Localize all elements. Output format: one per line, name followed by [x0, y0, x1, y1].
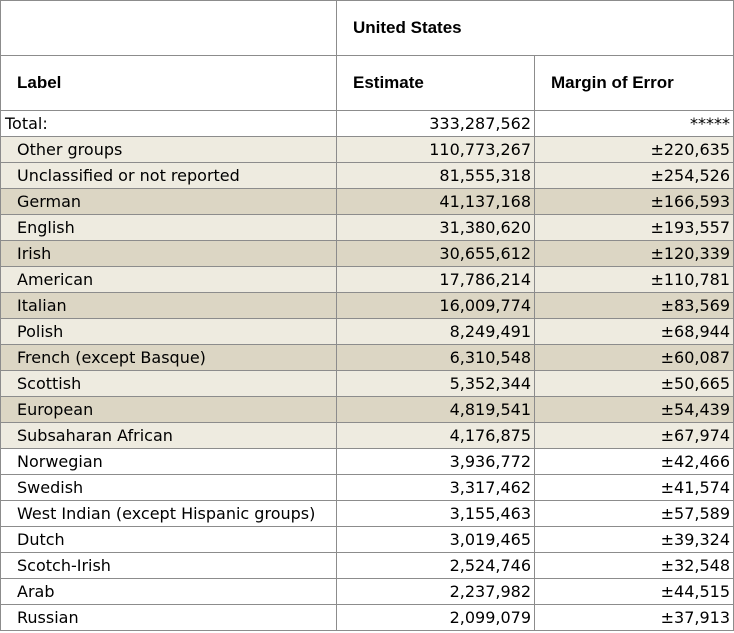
row-estimate: 3,019,465	[336, 526, 535, 553]
row-margin-of-error: ±42,466	[533, 448, 734, 475]
table-row: West Indian (except Hispanic groups) 3,15…	[0, 500, 734, 527]
row-estimate: 2,237,982	[336, 578, 535, 605]
table-row: Arab 2,237,982 ±44,515	[0, 578, 734, 605]
row-label: Dutch	[0, 526, 337, 553]
row-margin-of-error: ±193,557	[533, 214, 734, 241]
row-margin-of-error: ±83,569	[533, 292, 734, 319]
table-row: Unclassified or not reported 81,555,318 ±2…	[0, 162, 734, 189]
row-margin-of-error: ±39,324	[533, 526, 734, 553]
row-label: French (except Basque)	[0, 344, 337, 371]
table-row: Subsaharan African 4,176,875 ±67,974	[0, 422, 734, 449]
row-label: Swedish	[0, 474, 337, 501]
row-margin-of-error: ±120,339	[533, 240, 734, 267]
row-estimate: 16,009,774	[336, 292, 535, 319]
geography-header: United States	[335, 0, 734, 56]
row-label: English	[0, 214, 337, 241]
row-label: Subsaharan African	[0, 422, 337, 449]
row-estimate: 4,176,875	[336, 422, 535, 449]
row-estimate: 3,936,772	[336, 448, 535, 475]
header-blank-cell	[0, 0, 337, 56]
row-margin-of-error: ±32,548	[533, 552, 734, 579]
table-row: Italian 16,009,774 ±83,569	[0, 292, 734, 319]
table-row: German 41,137,168 ±166,593	[0, 188, 734, 215]
table-row: Russian 2,099,079 ±37,913	[0, 604, 734, 631]
table-row: Other groups 110,773,267 ±220,635	[0, 136, 734, 163]
row-margin-of-error: ±50,665	[533, 370, 734, 397]
row-margin-of-error: ±44,515	[533, 578, 734, 605]
table-row: Scotch-Irish 2,524,746 ±32,548	[0, 552, 734, 579]
row-estimate: 333,287,562	[336, 110, 535, 137]
geography-header-row: United States	[0, 0, 734, 56]
estimate-column-header: Estimate	[336, 55, 535, 111]
row-estimate: 3,155,463	[336, 500, 535, 527]
row-label: West Indian (except Hispanic groups)	[0, 500, 337, 527]
row-label: Other groups	[0, 136, 337, 163]
row-margin-of-error: ±67,974	[533, 422, 734, 449]
table-row: Irish 30,655,612 ±120,339	[0, 240, 734, 267]
row-label: Total:	[0, 110, 337, 137]
row-margin-of-error: ±54,439	[533, 396, 734, 423]
row-label: German	[0, 188, 337, 215]
row-estimate: 2,099,079	[336, 604, 535, 631]
row-margin-of-error: ±110,781	[533, 266, 734, 293]
row-label: Polish	[0, 318, 337, 345]
table-row: American 17,786,214 ±110,781	[0, 266, 734, 293]
row-label: Norwegian	[0, 448, 337, 475]
row-estimate: 17,786,214	[336, 266, 535, 293]
row-estimate: 2,524,746	[336, 552, 535, 579]
row-estimate: 41,137,168	[336, 188, 535, 215]
row-margin-of-error: ±254,526	[533, 162, 734, 189]
row-margin-of-error: ±37,913	[533, 604, 734, 631]
row-label: Italian	[0, 292, 337, 319]
row-label: European	[0, 396, 337, 423]
table-row: Dutch 3,019,465 ±39,324	[0, 526, 734, 553]
row-label: Scottish	[0, 370, 337, 397]
row-estimate: 6,310,548	[336, 344, 535, 371]
row-label: Unclassified or not reported	[0, 162, 337, 189]
row-estimate: 81,555,318	[336, 162, 535, 189]
table-row: Norwegian 3,936,772 ±42,466	[0, 448, 734, 475]
row-label: Irish	[0, 240, 337, 267]
table-row: English 31,380,620 ±193,557	[0, 214, 734, 241]
row-margin-of-error: *****	[533, 110, 734, 137]
row-estimate: 30,655,612	[336, 240, 535, 267]
row-estimate: 110,773,267	[336, 136, 535, 163]
table-row: Swedish 3,317,462 ±41,574	[0, 474, 734, 501]
row-margin-of-error: ±60,087	[533, 344, 734, 371]
row-estimate: 3,317,462	[336, 474, 535, 501]
row-margin-of-error: ±68,944	[533, 318, 734, 345]
row-margin-of-error: ±220,635	[533, 136, 734, 163]
row-estimate: 5,352,344	[336, 370, 535, 397]
row-estimate: 8,249,491	[336, 318, 535, 345]
row-label: Scotch-Irish	[0, 552, 337, 579]
row-label: American	[0, 266, 337, 293]
label-column-header: Label	[0, 55, 337, 111]
row-label: Arab	[0, 578, 337, 605]
row-margin-of-error: ±166,593	[533, 188, 734, 215]
table-row: Scottish 5,352,344 ±50,665	[0, 370, 734, 397]
table-row: European 4,819,541 ±54,439	[0, 396, 734, 423]
row-margin-of-error: ±57,589	[533, 500, 734, 527]
row-margin-of-error: ±41,574	[533, 474, 734, 501]
table-row: French (except Basque) 6,310,548 ±60,087	[0, 344, 734, 371]
margin-of-error-column-header: Margin of Error	[533, 55, 734, 111]
row-estimate: 4,819,541	[336, 396, 535, 423]
row-label: Russian	[0, 604, 337, 631]
table-row: Polish 8,249,491 ±68,944	[0, 318, 734, 345]
column-header-row: Label Estimate Margin of Error	[0, 55, 734, 111]
row-estimate: 31,380,620	[336, 214, 535, 241]
table-row: Total: 333,287,562 *****	[0, 110, 734, 137]
